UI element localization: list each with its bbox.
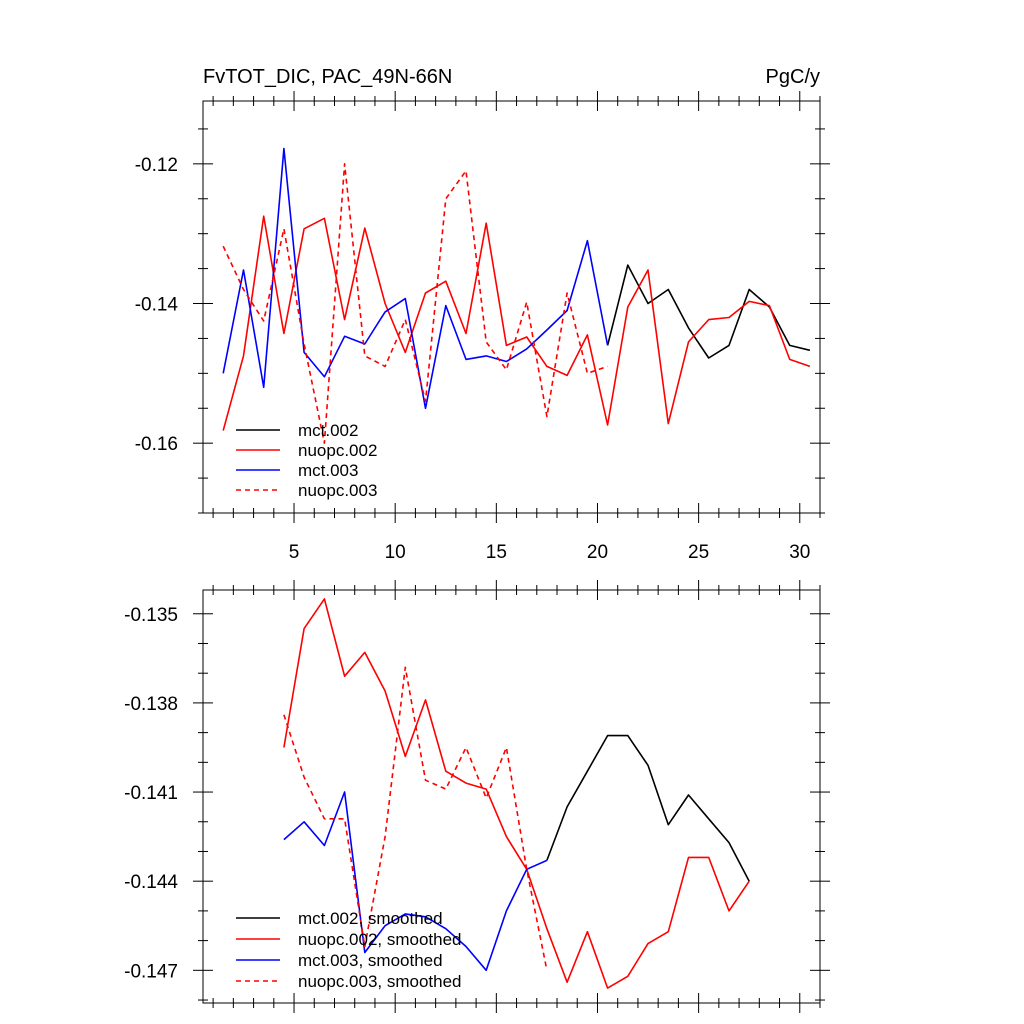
y-tick-label: -0.12 — [135, 155, 178, 176]
y-tick-label: -0.138 — [124, 694, 178, 715]
series-line-nuopc-003 — [222, 163, 608, 445]
x-tick-label: 15 — [486, 542, 507, 563]
y-tick-label: -0.16 — [135, 434, 178, 455]
legend-label: nuopc.003, smoothed — [298, 972, 462, 991]
chart-title: FvTOT_DIC, PAC_49N-66N — [203, 66, 452, 88]
plot-frame — [202, 100, 821, 514]
legend-label: mct.002, smoothed — [298, 909, 443, 928]
x-tick-label: 30 — [789, 542, 810, 563]
y-tick-label: -0.144 — [124, 872, 178, 893]
series-line-mct-003-smoothed — [283, 791, 548, 972]
legend-label: mct.003 — [298, 461, 358, 480]
legend-label: nuopc.003 — [298, 481, 377, 500]
x-tick-label: 20 — [587, 542, 608, 563]
legend-label: nuopc.002 — [298, 441, 377, 460]
series-line-nuopc-002-smoothed — [283, 598, 750, 989]
bottom-panel: -0.135 -0.138 -0.141 -0.144 -0.147 mct.002, s… — [124, 580, 830, 1013]
x-tick-label: 25 — [688, 542, 709, 563]
x-tick-label: 10 — [385, 542, 406, 563]
y-tick-label: -0.147 — [124, 961, 178, 982]
series-line-mct-003 — [222, 147, 609, 410]
y-tick-label: -0.135 — [124, 605, 178, 626]
legend-label: mct.002 — [298, 421, 358, 440]
y-tick-label: -0.141 — [124, 783, 178, 804]
x-tick-label: 5 — [289, 542, 300, 563]
top-panel: 5 10 15 20 25 30-0.12-0.14-0.16mct.002nuopc.0… — [135, 91, 830, 563]
y-tick-label: -0.14 — [135, 295, 179, 316]
legend-label: mct.003, smoothed — [298, 951, 443, 970]
series-line-mct-002-smoothed — [546, 734, 750, 882]
series-line-mct-002 — [606, 264, 811, 359]
units-label: PgC/y — [766, 66, 820, 88]
series-line-nuopc-002 — [222, 215, 811, 431]
plot-frame — [202, 589, 821, 1004]
legend-label: nuopc.002, smoothed — [298, 930, 462, 949]
